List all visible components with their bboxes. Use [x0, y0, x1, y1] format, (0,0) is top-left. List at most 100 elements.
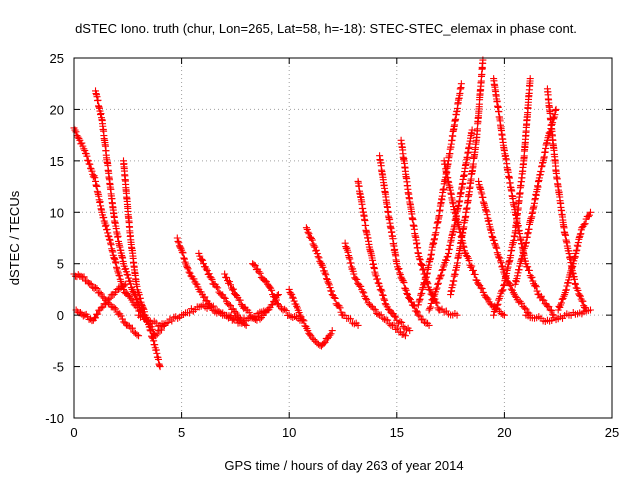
- data-point-interp: [117, 312, 125, 320]
- data-point-interp: [385, 320, 393, 328]
- data-point-interp: [146, 326, 154, 334]
- data-point-interp: [158, 326, 166, 334]
- data-series: [285, 285, 336, 350]
- data-point-interp: [231, 307, 239, 315]
- data-point-interp: [442, 257, 450, 265]
- data-point-interp: [459, 239, 467, 247]
- data-point-interp: [394, 319, 402, 327]
- data-point-interp: [179, 249, 187, 257]
- data-point: [328, 327, 336, 335]
- data-point-interp: [532, 283, 540, 291]
- data-point-interp: [545, 303, 553, 311]
- data-point-interp: [308, 334, 316, 342]
- data-point-interp: [78, 139, 86, 147]
- data-point: [414, 311, 422, 319]
- data-point: [354, 321, 362, 329]
- data-point-interp: [581, 220, 589, 228]
- data-point-interp: [373, 275, 381, 283]
- data-point-interp: [84, 157, 92, 165]
- data-point-interp: [398, 318, 406, 326]
- data-point: [434, 280, 442, 288]
- data-series: [70, 124, 149, 319]
- data-point-interp: [426, 286, 434, 294]
- data-point: [317, 260, 325, 268]
- data-point-interp: [517, 256, 525, 264]
- data-point-interp: [147, 327, 155, 335]
- data-point-interp: [499, 310, 507, 318]
- data-point-interp: [76, 308, 84, 316]
- data-point-interp: [495, 296, 503, 304]
- y-axis-label: dSTEC / TECUs: [7, 190, 22, 285]
- data-point-interp: [256, 269, 264, 277]
- data-series: [119, 157, 164, 371]
- data-point-interp: [88, 167, 96, 175]
- data-series: [522, 306, 594, 326]
- data-point: [500, 311, 508, 319]
- data-point-interp: [308, 236, 316, 244]
- data-point-interp: [420, 279, 428, 287]
- data-point-interp: [396, 318, 404, 326]
- data-point-interp: [402, 286, 410, 294]
- y-tick-label: 25: [50, 51, 64, 66]
- data-series: [425, 126, 476, 314]
- data-point-interp: [419, 266, 427, 274]
- data-point-interp: [558, 295, 566, 303]
- data-point-interp: [279, 306, 287, 314]
- data-point-interp: [313, 250, 321, 258]
- data-point-interp: [289, 293, 297, 301]
- data-point-interp: [83, 152, 91, 160]
- data-point-interp: [460, 243, 468, 251]
- data-series: [354, 177, 414, 335]
- data-point-interp: [499, 286, 507, 294]
- data-point-interp: [377, 285, 385, 293]
- data-point-interp: [401, 285, 409, 293]
- data-series: [92, 87, 168, 340]
- data-point: [350, 270, 358, 278]
- data-point-interp: [557, 299, 565, 307]
- data-point-interp: [374, 279, 382, 287]
- data-series: [72, 280, 130, 325]
- data-point-interp: [220, 293, 228, 301]
- data-point-interp: [133, 282, 141, 290]
- data-point-interp: [303, 225, 311, 233]
- data-point-interp: [406, 294, 414, 302]
- data-point: [586, 208, 594, 216]
- data-point-interp: [458, 234, 466, 242]
- data-point-interp: [419, 315, 427, 323]
- data-point: [184, 265, 192, 273]
- data-point-interp: [506, 282, 514, 290]
- data-point-interp: [371, 306, 379, 314]
- data-point-interp: [304, 228, 312, 236]
- data-point-interp: [492, 305, 500, 313]
- data-point: [122, 280, 130, 288]
- data-point-interp: [321, 269, 329, 277]
- data-point: [487, 229, 495, 237]
- data-point-interp: [426, 304, 434, 312]
- data-point-interp: [513, 272, 521, 280]
- data-point-interp: [133, 331, 141, 339]
- data-point: [225, 301, 233, 309]
- data-point-interp: [390, 321, 398, 329]
- data-point-interp: [80, 145, 88, 153]
- data-point-interp: [221, 294, 229, 302]
- data-point-interp: [418, 289, 426, 297]
- data-point: [490, 311, 498, 319]
- data-point-interp: [92, 314, 100, 322]
- data-series: [249, 260, 304, 324]
- data-point: [586, 306, 594, 314]
- data-point-interp: [293, 302, 301, 310]
- x-tick-label: 0: [70, 425, 77, 440]
- data-point-interp: [208, 275, 216, 283]
- data-point: [414, 301, 422, 309]
- data-point-interp: [86, 160, 94, 168]
- data-point-interp: [418, 261, 426, 269]
- data-point-interp: [123, 270, 131, 278]
- data-point-interp: [537, 292, 545, 300]
- data-point-interp: [347, 315, 355, 323]
- data-point: [363, 296, 371, 304]
- data-series: [195, 249, 250, 329]
- data-point-interp: [104, 229, 112, 237]
- data-point: [296, 311, 304, 319]
- data-point: [425, 321, 433, 329]
- data-point: [425, 306, 433, 314]
